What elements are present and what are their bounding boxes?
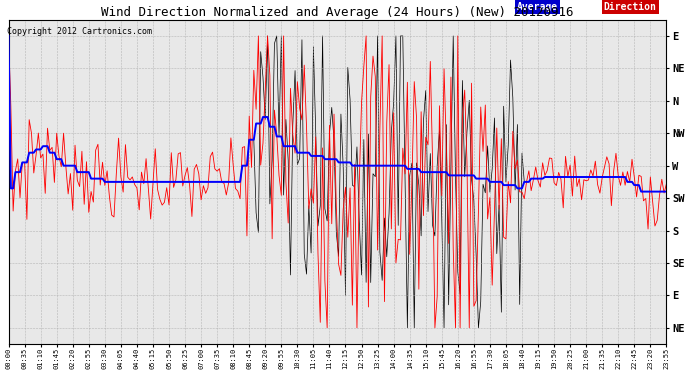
Title: Wind Direction Normalized and Average (24 Hours) (New) 20120916: Wind Direction Normalized and Average (2… xyxy=(101,6,573,18)
Text: Direction: Direction xyxy=(604,2,656,12)
Text: Copyright 2012 Cartronics.com: Copyright 2012 Cartronics.com xyxy=(7,27,152,36)
Text: Average: Average xyxy=(517,2,558,12)
